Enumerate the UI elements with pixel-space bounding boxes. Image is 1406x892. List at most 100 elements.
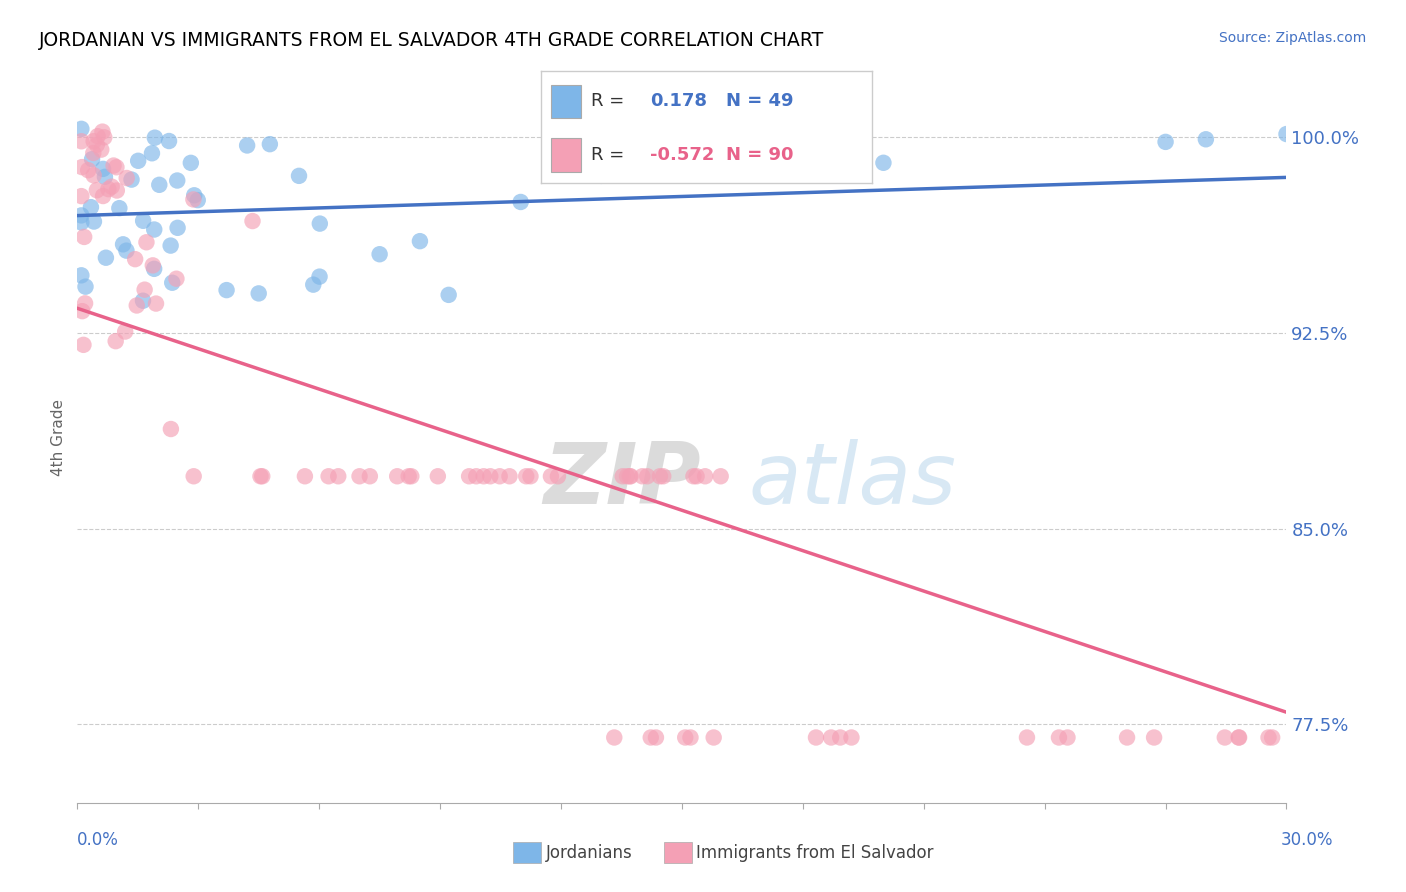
Point xyxy=(183,188,205,202)
Point xyxy=(115,171,138,186)
Point xyxy=(437,288,460,302)
Point xyxy=(112,237,135,252)
Point xyxy=(103,159,125,173)
Point xyxy=(75,279,97,293)
Point xyxy=(132,214,155,228)
Point xyxy=(1047,731,1070,745)
Point xyxy=(673,731,696,745)
Point xyxy=(127,153,149,168)
Text: 30.0%: 30.0% xyxy=(1281,831,1333,849)
Point xyxy=(86,137,108,152)
FancyBboxPatch shape xyxy=(551,85,581,119)
Text: atlas: atlas xyxy=(748,440,956,523)
Point xyxy=(91,125,114,139)
Point xyxy=(166,173,188,187)
Point xyxy=(90,143,112,157)
Point xyxy=(132,293,155,308)
Point xyxy=(70,208,93,222)
Point xyxy=(426,469,449,483)
Point xyxy=(1015,731,1038,745)
Point xyxy=(612,469,634,483)
Point xyxy=(547,469,569,483)
Point xyxy=(841,731,863,745)
Point xyxy=(114,325,136,339)
Point xyxy=(249,469,271,483)
Point xyxy=(603,731,626,745)
Point xyxy=(1154,135,1177,149)
Point xyxy=(242,214,264,228)
Point xyxy=(115,244,138,258)
Point xyxy=(288,169,311,183)
Point xyxy=(401,469,423,483)
Point xyxy=(100,179,122,194)
Point xyxy=(141,146,163,161)
Point xyxy=(515,469,537,483)
Point xyxy=(652,469,675,483)
Point xyxy=(160,422,183,436)
Point xyxy=(703,731,725,745)
Point xyxy=(368,247,391,261)
Point xyxy=(121,172,143,186)
Point xyxy=(302,277,325,292)
Point xyxy=(91,189,114,203)
Text: N = 49: N = 49 xyxy=(727,93,794,111)
Point xyxy=(1257,731,1279,745)
Point xyxy=(472,469,495,483)
Point xyxy=(75,296,97,310)
Point xyxy=(72,338,94,352)
Point xyxy=(1275,127,1298,141)
Point xyxy=(187,193,209,207)
Point xyxy=(124,252,146,267)
Point xyxy=(97,182,120,196)
Point xyxy=(1195,132,1218,146)
Y-axis label: 4th Grade: 4th Grade xyxy=(51,399,66,475)
Point xyxy=(710,469,733,483)
Point xyxy=(183,469,205,483)
Point xyxy=(349,469,371,483)
Point xyxy=(91,161,114,176)
Point xyxy=(645,731,668,745)
Point xyxy=(640,731,662,745)
Point xyxy=(143,130,166,145)
FancyBboxPatch shape xyxy=(551,138,581,171)
Point xyxy=(682,469,704,483)
Text: R =: R = xyxy=(591,146,624,164)
Point xyxy=(498,469,520,483)
Point xyxy=(142,258,165,272)
Point xyxy=(236,138,259,153)
Point xyxy=(1116,731,1139,745)
Point xyxy=(159,238,181,252)
Point xyxy=(104,334,127,348)
Point xyxy=(685,469,707,483)
Point xyxy=(1143,731,1166,745)
Point xyxy=(636,469,658,483)
Point xyxy=(143,222,166,236)
Point xyxy=(398,469,420,483)
Point xyxy=(540,469,562,483)
Point xyxy=(616,469,638,483)
Point xyxy=(166,220,188,235)
Point xyxy=(83,169,105,183)
Point xyxy=(70,215,93,229)
Point xyxy=(70,121,93,136)
Point xyxy=(308,217,330,231)
Point xyxy=(215,283,238,297)
Point xyxy=(409,234,432,248)
Point xyxy=(359,469,381,483)
Point xyxy=(830,731,852,745)
Point xyxy=(70,134,93,148)
Point xyxy=(83,214,105,228)
Point xyxy=(83,134,105,148)
Text: Source: ZipAtlas.com: Source: ZipAtlas.com xyxy=(1219,31,1367,45)
Point xyxy=(1213,731,1236,745)
Point xyxy=(509,194,531,209)
Point xyxy=(488,469,510,483)
Point xyxy=(1227,731,1250,745)
Point xyxy=(1261,731,1284,745)
Point xyxy=(247,286,270,301)
Text: 0.178: 0.178 xyxy=(651,93,707,111)
Point xyxy=(804,731,827,745)
Point xyxy=(73,230,96,244)
Text: R =: R = xyxy=(591,93,624,111)
Point xyxy=(872,155,894,169)
